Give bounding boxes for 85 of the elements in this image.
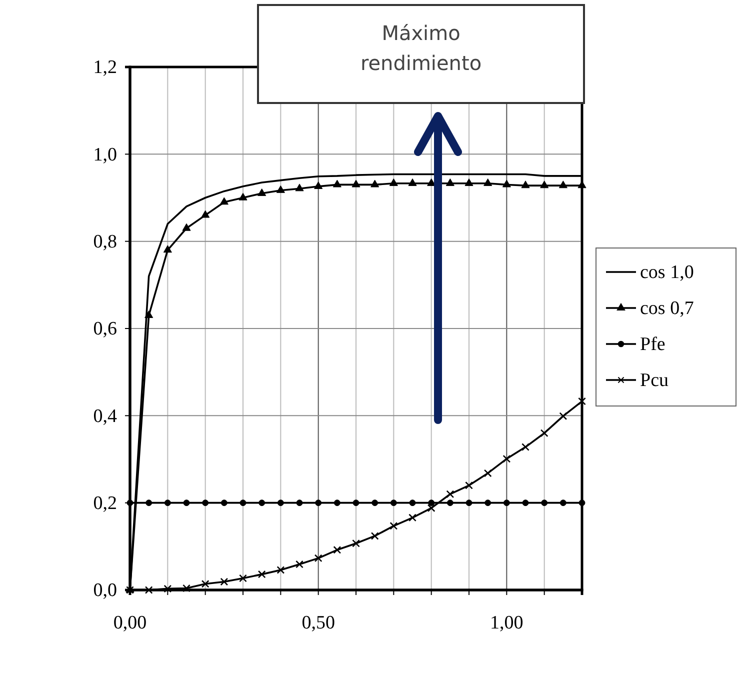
- point: [164, 584, 172, 593]
- point: [332, 180, 342, 188]
- point: [541, 500, 548, 506]
- y-tick-label: 0,2: [93, 492, 117, 514]
- point: [428, 500, 435, 506]
- point: [163, 245, 172, 253]
- point: [408, 514, 416, 522]
- point: [334, 500, 340, 506]
- point: [466, 500, 472, 506]
- point: [522, 500, 529, 506]
- point: [238, 192, 248, 200]
- point: [258, 188, 266, 196]
- point: [296, 560, 304, 568]
- point: [372, 500, 378, 506]
- point: [521, 180, 530, 188]
- point: [502, 180, 511, 188]
- legend-label: cos 0,7: [640, 298, 694, 319]
- point: [540, 429, 548, 438]
- point: [239, 574, 247, 582]
- point: [558, 180, 568, 188]
- point: [314, 554, 322, 562]
- point: [183, 500, 190, 506]
- point: [182, 223, 191, 231]
- y-tick-label: 0,6: [93, 318, 117, 340]
- point: [370, 180, 380, 188]
- point: [578, 500, 586, 506]
- point: [390, 500, 397, 506]
- point: [503, 500, 510, 506]
- point: [559, 412, 568, 420]
- point: [560, 500, 566, 506]
- legend-label: Pcu: [640, 370, 669, 391]
- point: [333, 546, 342, 554]
- point: [202, 500, 209, 506]
- point: [201, 580, 210, 588]
- point: [314, 182, 323, 189]
- point: [277, 500, 284, 506]
- point: [144, 586, 153, 594]
- point: [446, 500, 454, 506]
- point: [502, 454, 511, 463]
- point: [389, 178, 398, 186]
- y-tick-label: 1,2: [93, 57, 117, 78]
- point: [315, 500, 322, 506]
- point: [370, 532, 379, 540]
- legend-label: cos 1,0: [640, 262, 694, 283]
- point: [220, 500, 228, 506]
- x-tick-label: 1,00: [490, 612, 524, 634]
- point: [484, 469, 492, 478]
- point: [352, 180, 360, 188]
- legend-label: Pfe: [640, 334, 666, 355]
- point: [484, 178, 492, 186]
- point: [276, 185, 285, 193]
- point: [390, 522, 398, 530]
- point: [409, 500, 416, 506]
- y-tick-label: 0,4: [93, 406, 118, 427]
- point: [446, 178, 454, 186]
- point: [408, 178, 417, 186]
- point: [146, 500, 152, 506]
- point: [540, 180, 549, 188]
- point: [240, 500, 246, 506]
- y-tick-label: 1,0: [93, 144, 117, 166]
- annotation: Máximo rendimiento: [360, 21, 482, 75]
- point: [484, 500, 492, 506]
- point: [427, 504, 436, 512]
- point: [578, 397, 586, 406]
- point: [220, 578, 228, 586]
- point: [464, 178, 474, 186]
- point: [296, 500, 303, 506]
- point: [258, 500, 266, 506]
- point: [352, 539, 360, 548]
- point: [465, 481, 473, 490]
- point: [258, 570, 266, 578]
- point: [522, 443, 530, 451]
- point: [201, 210, 210, 218]
- x-tick-label: 0,00: [113, 612, 147, 634]
- point: [164, 500, 171, 506]
- point: [295, 184, 304, 192]
- point: [276, 566, 285, 574]
- x-tick-label: 0,50: [302, 612, 335, 634]
- point: [446, 490, 454, 498]
- point: [352, 500, 360, 506]
- point: [144, 310, 154, 318]
- y-tick-label: 0,8: [93, 231, 117, 252]
- y-tick-label: 0,0: [93, 580, 117, 602]
- point: [182, 584, 190, 592]
- point: [220, 197, 228, 205]
